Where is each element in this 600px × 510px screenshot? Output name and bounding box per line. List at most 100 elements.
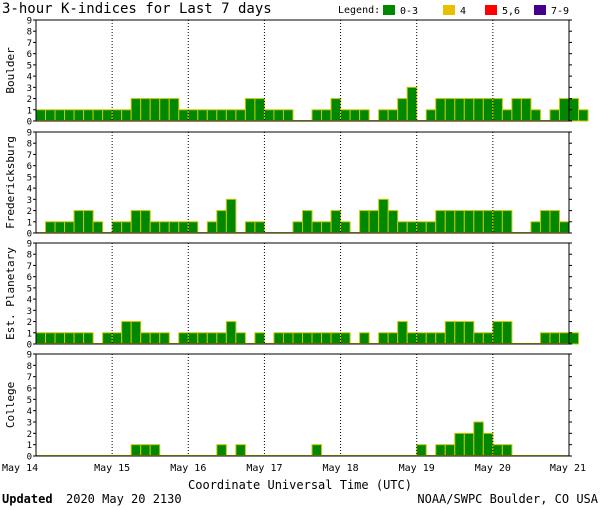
y-tick-label-0-5: 5 xyxy=(27,61,32,71)
bar-0-23 xyxy=(254,98,265,122)
bar-0-5 xyxy=(83,109,94,122)
y-tick-label-2-0: 0 xyxy=(27,341,32,351)
bar-0-16 xyxy=(187,109,199,122)
x-date-label-3: May 17 xyxy=(246,463,282,474)
bar-2-54 xyxy=(549,332,560,345)
footer-updated-value: 2020 May 20 2130 xyxy=(66,492,182,506)
bar-2-11 xyxy=(140,332,151,345)
bar-3-48 xyxy=(492,444,503,457)
bar-2-48 xyxy=(492,321,503,345)
y-tick-label-2-5: 5 xyxy=(27,284,32,294)
bar-0-38 xyxy=(397,98,408,122)
bar-2-47 xyxy=(482,332,494,345)
bar-3-45 xyxy=(463,432,475,457)
bar-0-21 xyxy=(235,109,246,122)
bar-1-54 xyxy=(549,210,560,234)
bar-2-25 xyxy=(273,332,284,345)
bar-1-42 xyxy=(435,210,446,234)
bar-2-37 xyxy=(387,332,399,345)
bar-2-29 xyxy=(311,332,323,345)
bar-0-8 xyxy=(111,109,123,122)
bar-2-56 xyxy=(568,332,580,345)
y-tick-label-2-3: 3 xyxy=(27,307,32,317)
legend: 0-3 4 5,6 7-9 xyxy=(383,5,569,17)
legend-label-3: 7-9 xyxy=(551,6,569,17)
bar-3-29 xyxy=(311,444,323,457)
bar-2-55 xyxy=(558,332,570,345)
y-tick-label-1-6: 6 xyxy=(27,162,32,172)
bar-2-34 xyxy=(359,332,370,345)
y-tick-label-1-9: 9 xyxy=(27,129,32,139)
y-tick-label-1-4: 4 xyxy=(27,185,32,195)
panel-frame-0 xyxy=(35,19,570,122)
bar-1-13 xyxy=(159,221,170,234)
y-tick-label-0-6: 6 xyxy=(27,50,32,60)
bar-0-45 xyxy=(463,98,475,122)
bar-2-0 xyxy=(35,332,47,345)
bar-3-46 xyxy=(473,421,484,457)
bar-1-32 xyxy=(340,221,351,234)
bar-2-43 xyxy=(444,321,456,345)
bar-1-16 xyxy=(187,221,199,234)
bar-1-49 xyxy=(501,210,513,234)
bar-1-34 xyxy=(359,210,370,234)
y-tick-label-0-9: 9 xyxy=(27,17,32,27)
bar-2-16 xyxy=(187,332,199,345)
x-date-labels: May 14 May 15 May 16 May 17 May 18 May 19 May … xyxy=(2,463,586,474)
y-tick-label-2-2: 2 xyxy=(27,318,32,328)
bar-2-49 xyxy=(501,321,513,345)
bar-1-27 xyxy=(292,221,304,234)
y-tick-label-1-7: 7 xyxy=(27,151,32,161)
y-tick-label-3-6: 6 xyxy=(27,385,32,395)
bar-2-44 xyxy=(454,321,465,345)
bar-3-12 xyxy=(149,444,161,457)
y-tick-label-2-6: 6 xyxy=(27,273,32,283)
bar-0-51 xyxy=(520,98,532,122)
y-tick-label-1-1: 1 xyxy=(27,218,32,228)
bar-0-9 xyxy=(121,109,132,122)
y-tick-label-3-1: 1 xyxy=(27,441,32,451)
y-tick-label-3-4: 4 xyxy=(27,407,32,417)
bar-2-40 xyxy=(416,332,427,345)
bar-2-23 xyxy=(254,332,265,345)
bar-2-32 xyxy=(340,332,351,345)
bar-0-11 xyxy=(140,98,151,122)
bar-1-39 xyxy=(406,221,418,234)
bar-0-15 xyxy=(178,109,189,122)
bar-2-19 xyxy=(216,332,227,345)
x-date-label-6: May 20 xyxy=(475,463,511,474)
panel-frame-3 xyxy=(35,353,570,457)
y-tick-label-3-9: 9 xyxy=(27,351,32,361)
bar-0-3 xyxy=(64,109,75,122)
bar-1-48 xyxy=(492,210,503,234)
bar-0-33 xyxy=(349,109,361,122)
bar-1-31 xyxy=(330,210,342,234)
y-tick-label-1-3: 3 xyxy=(27,196,32,206)
bar-1-55 xyxy=(558,221,570,234)
y-tick-label-1-8: 8 xyxy=(27,140,32,150)
bar-1-46 xyxy=(473,210,484,234)
bar-2-28 xyxy=(302,332,313,345)
bar-2-1 xyxy=(45,332,56,345)
panel-label-1: Fredericksburg xyxy=(4,136,17,229)
bar-2-4 xyxy=(73,332,85,345)
bar-0-32 xyxy=(340,109,351,122)
bar-0-30 xyxy=(321,109,332,122)
footer-source: NOAA/SWPC Boulder, CO USA xyxy=(417,492,598,506)
x-date-label-4: May 18 xyxy=(323,463,359,474)
bar-2-3 xyxy=(64,332,75,345)
bar-3-44 xyxy=(454,432,465,457)
bar-2-21 xyxy=(235,332,246,345)
legend-label-0: 0-3 xyxy=(400,6,418,17)
bar-0-52 xyxy=(530,109,541,122)
bar-0-54 xyxy=(549,109,560,122)
bar-3-42 xyxy=(435,444,446,457)
bar-3-47 xyxy=(482,432,494,457)
bar-0-39 xyxy=(406,86,418,122)
bar-1-20 xyxy=(225,198,237,234)
bar-1-44 xyxy=(454,210,465,234)
bar-2-39 xyxy=(406,332,418,345)
bar-2-45 xyxy=(463,321,475,345)
legend-swatch-3 xyxy=(534,5,546,15)
bar-3-19 xyxy=(216,444,227,457)
